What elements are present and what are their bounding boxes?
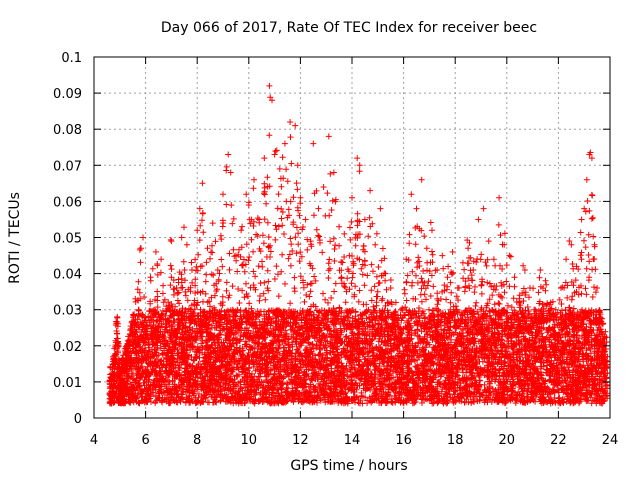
y-tick-label: 0.03 — [53, 304, 82, 319]
axis-ticks — [93, 56, 611, 419]
y-tick-label: 0.06 — [53, 195, 82, 210]
x-tick-label: 18 — [447, 433, 464, 448]
y-tick-label: 0.09 — [53, 87, 82, 102]
y-tick-labels: 0 0.01 0.02 0.03 0.04 0.05 0.06 0.07 0.08 0.09 0.1 — [53, 51, 82, 427]
x-tick-label: 4 — [90, 433, 98, 448]
y-tick-label: 0.07 — [53, 159, 82, 174]
y-tick-label: 0.08 — [53, 123, 82, 138]
y-tick-label: 0.01 — [53, 376, 82, 391]
x-tick-label: 6 — [141, 433, 149, 448]
y-tick-label: 0 — [74, 412, 82, 427]
x-tick-labels: 4 6 8 10 12 14 16 18 20 22 24 — [90, 433, 618, 448]
x-tick-label: 24 — [602, 433, 619, 448]
x-axis-title: GPS time / hours — [290, 458, 407, 474]
data-points — [106, 82, 611, 407]
y-tick-label: 0.02 — [53, 340, 82, 355]
x-tick-label: 22 — [550, 433, 567, 448]
chart-title: Day 066 of 2017, Rate Of TEC Index for r… — [161, 20, 537, 36]
y-tick-label: 0.1 — [61, 51, 82, 66]
scatter-plus-markers — [106, 82, 611, 407]
x-tick-label: 16 — [395, 433, 412, 448]
x-tick-label: 8 — [193, 433, 201, 448]
x-tick-label: 14 — [344, 433, 361, 448]
x-tick-label: 12 — [292, 433, 309, 448]
y-axis-title: ROTI / TECUs — [7, 192, 23, 284]
y-tick-label: 0.04 — [53, 268, 82, 283]
x-tick-label: 20 — [499, 433, 516, 448]
x-tick-label: 10 — [241, 433, 258, 448]
y-tick-label: 0.05 — [53, 232, 82, 247]
